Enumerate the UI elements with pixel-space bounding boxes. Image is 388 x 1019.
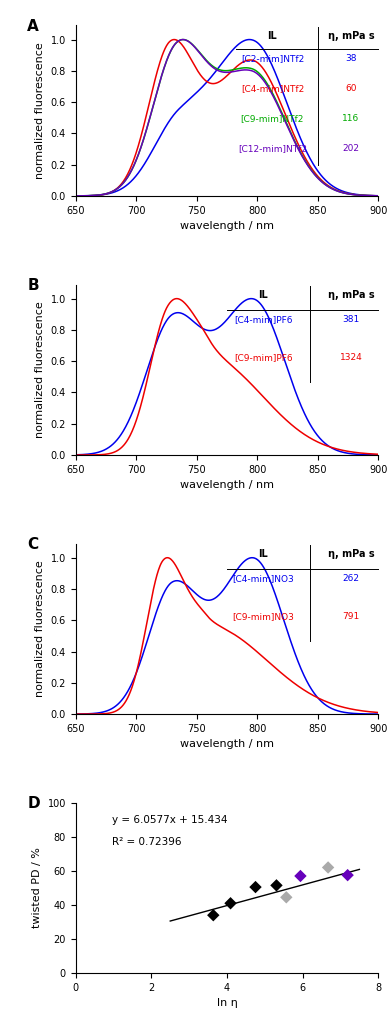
Text: 381: 381 xyxy=(343,315,360,324)
Point xyxy=(227,895,234,911)
Text: IL: IL xyxy=(258,289,268,300)
Text: D: D xyxy=(27,796,40,811)
Point xyxy=(274,877,280,894)
Point xyxy=(253,879,259,896)
Text: IL: IL xyxy=(267,31,277,41)
Text: B: B xyxy=(27,278,39,292)
Text: [C12-mim]NTf2: [C12-mim]NTf2 xyxy=(238,144,307,153)
Point xyxy=(210,907,217,923)
Text: A: A xyxy=(27,18,39,34)
Text: [C4-mim]PF6: [C4-mim]PF6 xyxy=(234,315,293,324)
Point xyxy=(297,868,303,884)
Text: [C9-mim]NO3: [C9-mim]NO3 xyxy=(232,611,294,621)
Text: R² = 0.72396: R² = 0.72396 xyxy=(112,837,182,847)
Text: 60: 60 xyxy=(345,85,357,94)
Y-axis label: normalized fluorescence: normalized fluorescence xyxy=(35,302,45,438)
Text: [C4-mim]NO3: [C4-mim]NO3 xyxy=(232,575,294,583)
Text: 202: 202 xyxy=(343,144,360,153)
X-axis label: ln η: ln η xyxy=(217,999,237,1009)
X-axis label: wavelength / nm: wavelength / nm xyxy=(180,480,274,490)
Text: [C9-mim]PF6: [C9-mim]PF6 xyxy=(234,353,293,362)
Text: η, mPa s: η, mPa s xyxy=(328,31,374,41)
Text: C: C xyxy=(27,537,38,552)
Text: IL: IL xyxy=(258,549,268,558)
X-axis label: wavelength / nm: wavelength / nm xyxy=(180,221,274,231)
Text: 1324: 1324 xyxy=(340,353,362,362)
Text: [C9-mim]NTf2: [C9-mim]NTf2 xyxy=(241,114,304,123)
Text: 262: 262 xyxy=(343,575,360,583)
Point xyxy=(325,859,331,875)
Text: 791: 791 xyxy=(343,611,360,621)
Text: 38: 38 xyxy=(345,54,357,63)
Point xyxy=(345,867,351,883)
X-axis label: wavelength / nm: wavelength / nm xyxy=(180,740,274,749)
Text: y = 6.0577x + 15.434: y = 6.0577x + 15.434 xyxy=(112,814,227,824)
Y-axis label: normalized fluorescence: normalized fluorescence xyxy=(35,43,45,179)
Y-axis label: normalized fluorescence: normalized fluorescence xyxy=(35,560,45,697)
Y-axis label: twisted PD / %: twisted PD / % xyxy=(32,848,42,928)
Text: 116: 116 xyxy=(343,114,360,123)
Text: η, mPa s: η, mPa s xyxy=(328,549,374,558)
Text: [C2-mim]NTf2: [C2-mim]NTf2 xyxy=(241,54,304,63)
Text: η, mPa s: η, mPa s xyxy=(328,289,374,300)
Point xyxy=(283,890,289,906)
Text: [C4-mim]NTf2: [C4-mim]NTf2 xyxy=(241,85,304,94)
